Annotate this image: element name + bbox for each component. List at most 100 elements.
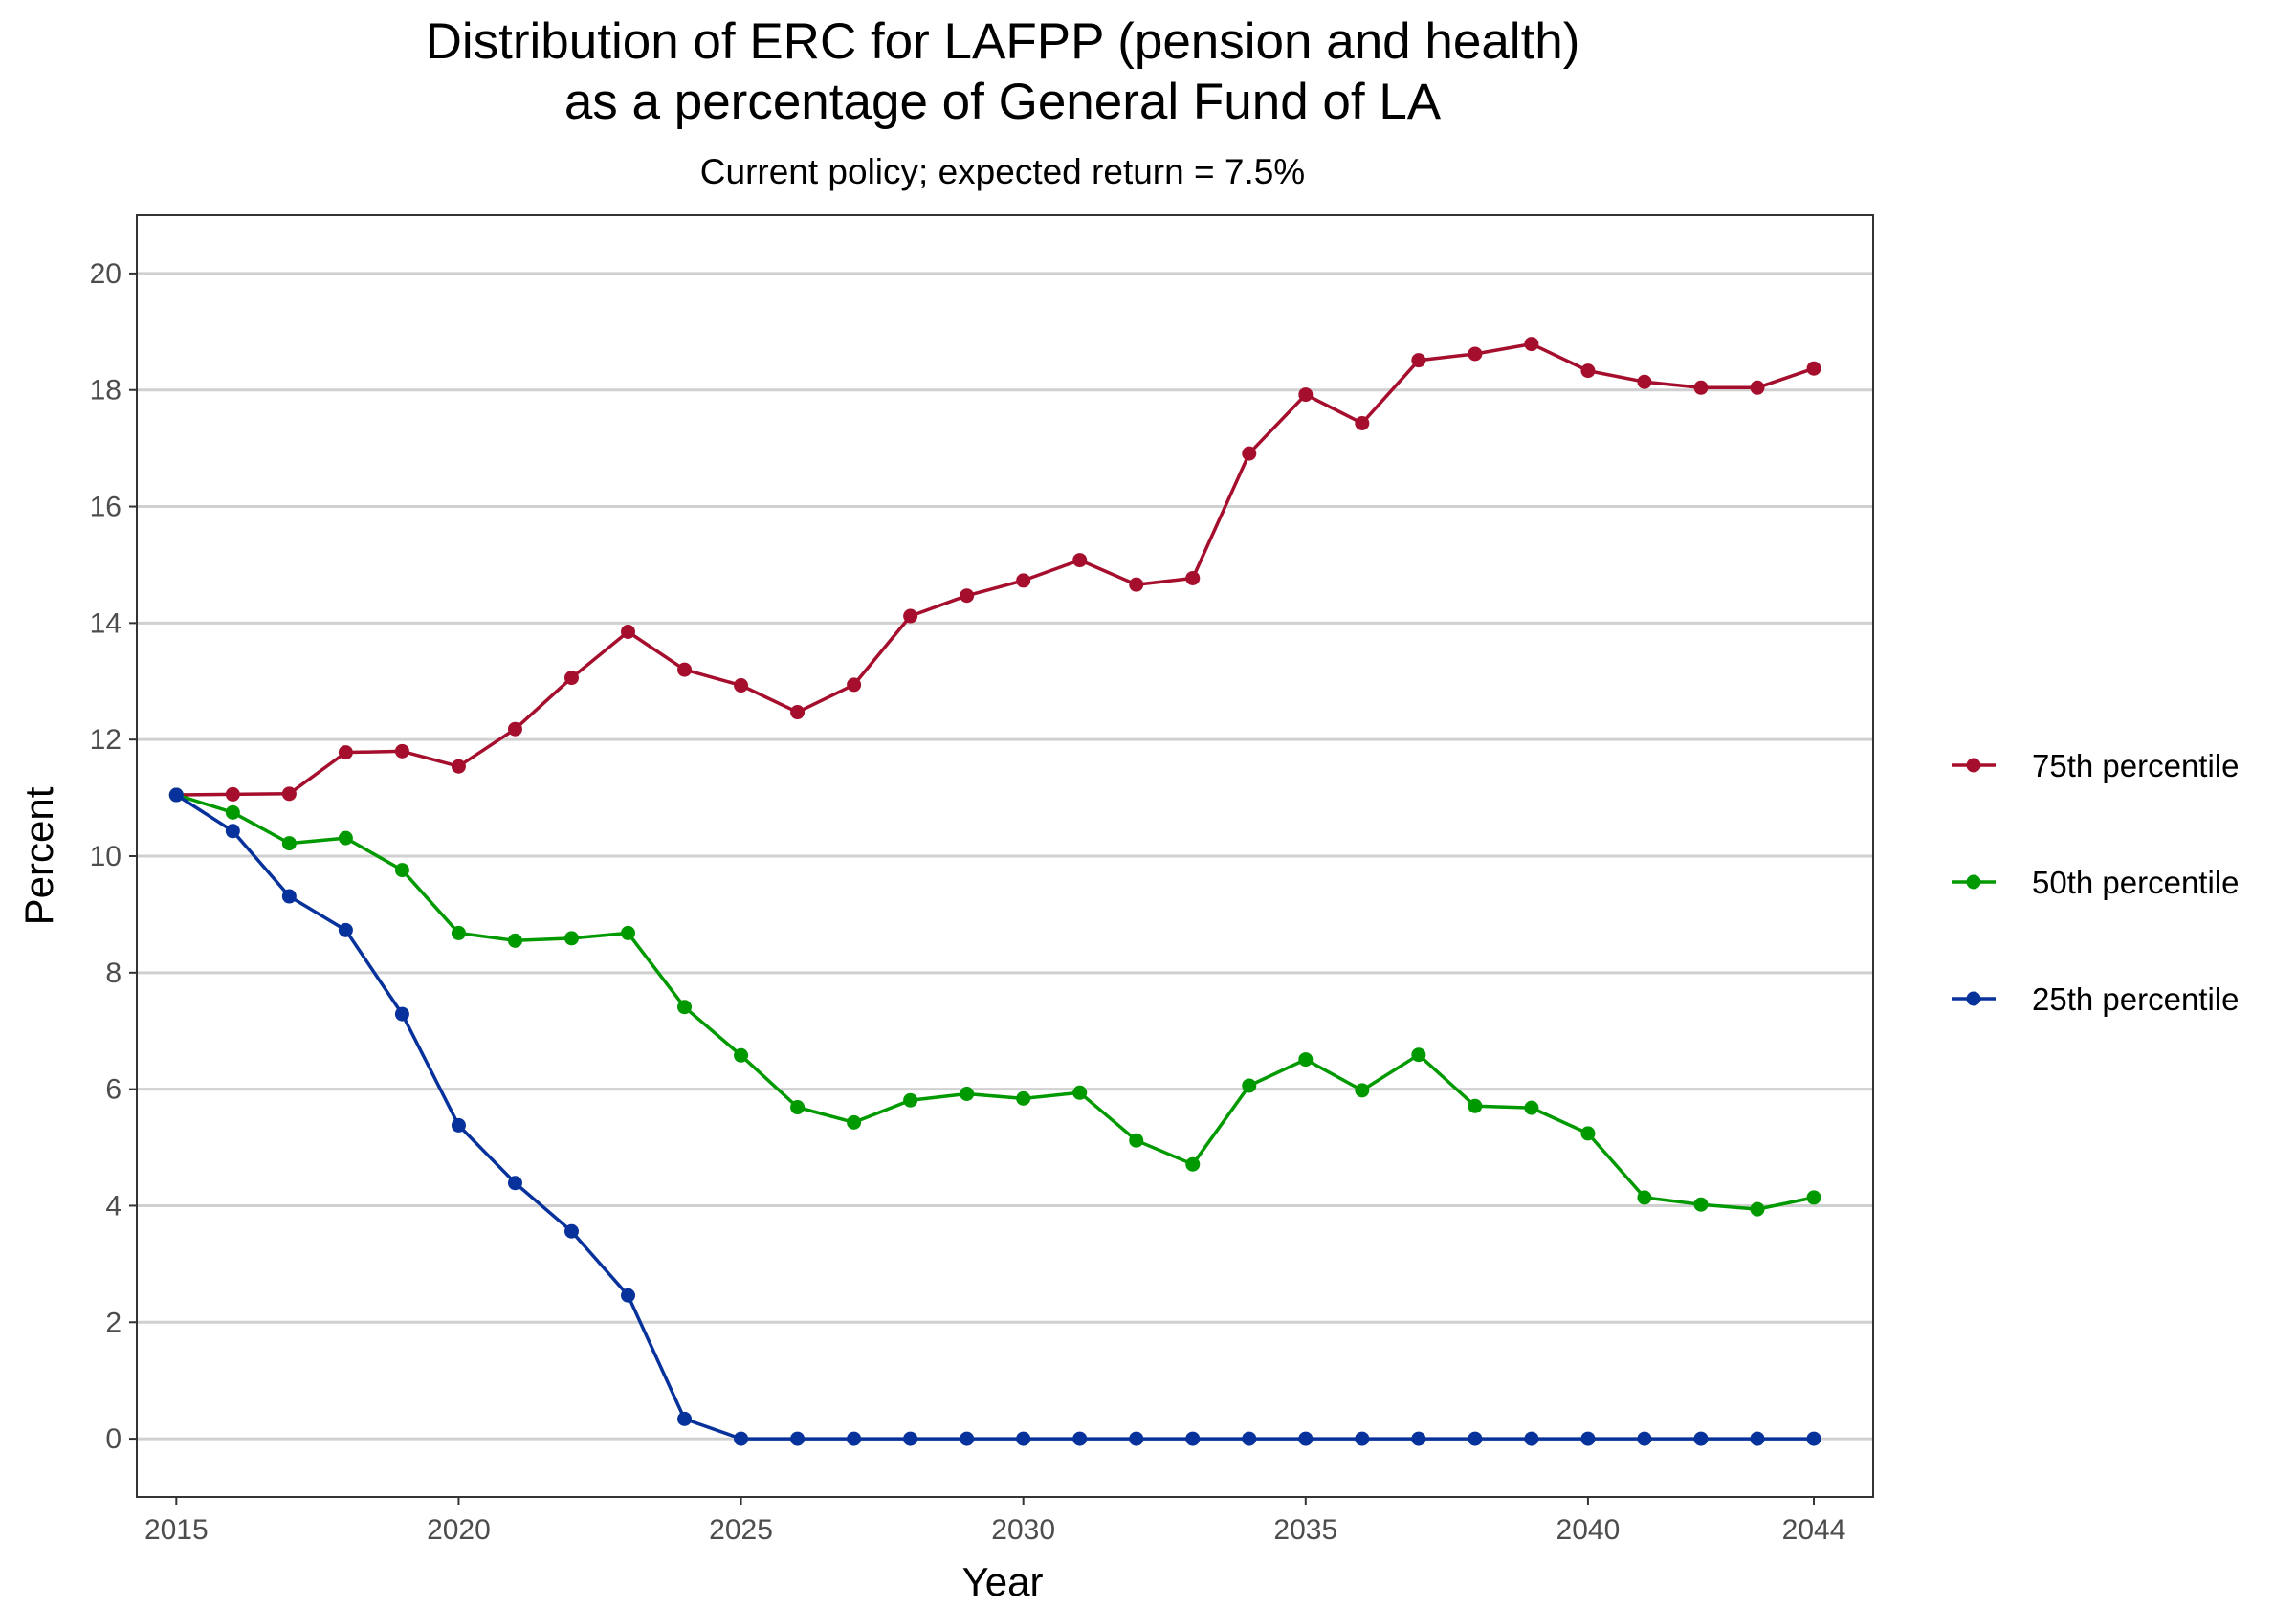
data-point	[847, 677, 862, 693]
y-tick-label: 18	[90, 375, 121, 407]
data-point	[1298, 1431, 1314, 1446]
data-point	[1806, 1190, 1821, 1205]
x-tick-label: 2030	[991, 1514, 1055, 1546]
data-point	[507, 933, 522, 948]
y-tick-label: 12	[90, 724, 121, 756]
data-point	[1468, 1431, 1483, 1446]
data-point	[1468, 1098, 1483, 1113]
data-point	[1016, 573, 1031, 588]
data-point	[1185, 1431, 1201, 1446]
data-point	[1637, 374, 1652, 389]
legend-label: 50th percentile	[2032, 865, 2239, 900]
chart-subtitle: Current policy; expected return = 7.5%	[700, 152, 1305, 191]
data-point	[1750, 1431, 1765, 1446]
data-point	[621, 925, 636, 940]
data-point	[790, 1431, 806, 1446]
data-point	[281, 889, 297, 904]
data-point	[1298, 387, 1314, 403]
data-point	[1072, 1431, 1088, 1446]
data-point	[1355, 415, 1370, 430]
data-point	[1185, 1156, 1201, 1172]
chart-title-line-1: Distribution of ERC for LAFPP (pension a…	[426, 13, 1580, 70]
series-3	[168, 787, 1821, 1446]
series-line	[175, 793, 1815, 1211]
data-point	[903, 608, 918, 624]
data-point	[847, 1431, 862, 1446]
data-point	[1806, 1431, 1821, 1446]
data-point	[1411, 1047, 1426, 1063]
legend-key-point	[1966, 758, 1981, 773]
data-point	[621, 625, 636, 639]
data-point	[1580, 363, 1596, 379]
data-point	[960, 1087, 975, 1102]
data-point	[1693, 380, 1709, 395]
data-point	[1298, 1052, 1314, 1068]
data-point	[1468, 346, 1483, 362]
data-point	[451, 759, 466, 774]
data-point	[1072, 1085, 1088, 1100]
data-point	[1693, 1431, 1709, 1446]
data-point	[790, 1100, 806, 1115]
legend-item: 25th percentile	[1952, 981, 2239, 1017]
data-point	[563, 1223, 579, 1239]
data-point	[1524, 337, 1539, 352]
data-point	[621, 1288, 636, 1303]
data-point	[960, 1431, 975, 1446]
data-point	[1355, 1431, 1370, 1446]
y-tick-label: 2	[105, 1307, 121, 1338]
data-point	[394, 1006, 409, 1022]
x-axis: 2015 2020 2025 2030 2035 2040 2044	[144, 1497, 1845, 1546]
legend: 75th percentile 50th percentile 25th perce…	[1952, 748, 2239, 1017]
data-point	[903, 1092, 918, 1108]
x-tick-label: 2025	[709, 1514, 773, 1546]
data-point	[1750, 380, 1765, 395]
legend-key-point	[1966, 874, 1981, 890]
y-tick-label: 20	[90, 258, 121, 290]
data-point	[1411, 353, 1426, 368]
y-tick-label: 16	[90, 492, 121, 523]
data-point	[677, 1411, 693, 1426]
data-point	[451, 1117, 466, 1133]
x-tick-label: 2035	[1273, 1514, 1337, 1546]
data-point	[168, 787, 184, 803]
data-point	[338, 922, 353, 937]
data-point	[1129, 577, 1144, 592]
gridlines	[137, 272, 1873, 1441]
data-point	[225, 786, 240, 802]
x-tick-label: 2040	[1556, 1514, 1621, 1546]
data-point	[1524, 1431, 1539, 1446]
chart-title-line-2: as a percentage of General Fund of LA	[564, 74, 1442, 130]
data-point	[1693, 1197, 1709, 1212]
data-point	[1185, 570, 1201, 585]
data-point	[1806, 361, 1821, 376]
data-point	[507, 1176, 522, 1191]
y-axis: 0 2 4 6 8 10 12 14 16 18 20	[90, 258, 137, 1455]
y-axis-title: Percent	[16, 786, 61, 925]
x-tick-label: 2015	[144, 1514, 209, 1546]
data-point	[1580, 1431, 1596, 1446]
data-point	[734, 1047, 749, 1063]
data-point	[563, 671, 579, 686]
data-point	[1242, 1078, 1257, 1093]
data-point	[734, 678, 749, 693]
data-point	[281, 836, 297, 851]
legend-item: 75th percentile	[1952, 748, 2239, 783]
data-point	[338, 745, 353, 760]
y-tick-label: 14	[90, 607, 121, 639]
x-tick-label: 2020	[427, 1514, 491, 1546]
data-point	[225, 804, 240, 820]
data-point	[507, 721, 522, 737]
y-tick-label: 10	[90, 841, 121, 872]
series-1	[168, 337, 1821, 803]
data-point	[1072, 553, 1088, 568]
series-2	[168, 787, 1821, 1217]
y-tick-label: 0	[105, 1423, 121, 1455]
legend-key-point	[1966, 991, 1981, 1006]
series-line	[176, 341, 1815, 797]
data-point	[1129, 1431, 1144, 1446]
data-point	[677, 1000, 693, 1015]
data-point	[1411, 1431, 1426, 1446]
legend-item: 50th percentile	[1952, 865, 2239, 900]
y-tick-label: 6	[105, 1074, 121, 1106]
